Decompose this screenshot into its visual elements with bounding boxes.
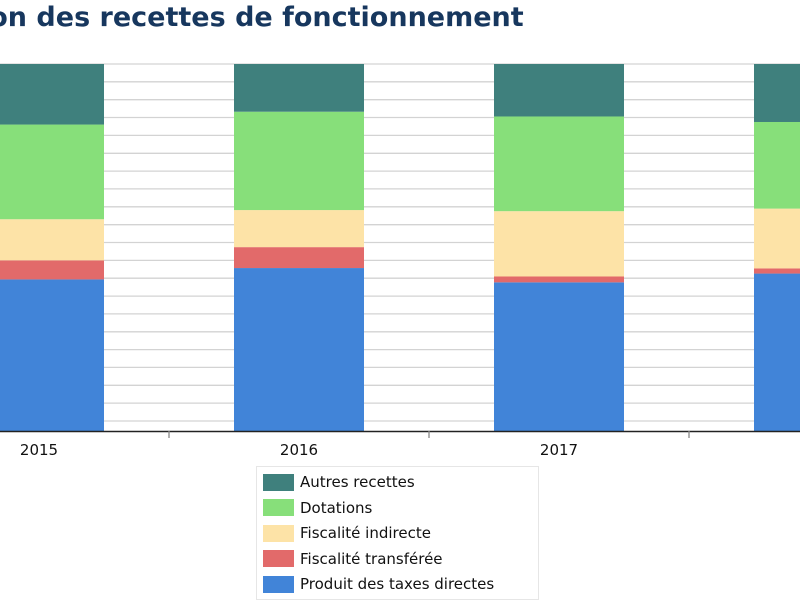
gridlines bbox=[0, 63, 800, 422]
x-tick-label: 2016 bbox=[280, 441, 318, 459]
legend-label: Fiscalité indirecte bbox=[300, 524, 431, 542]
bar-segment bbox=[494, 282, 624, 432]
bar-segment bbox=[0, 279, 104, 431]
bar-segment bbox=[0, 260, 104, 280]
legend-item: Fiscalité indirecte bbox=[263, 524, 431, 542]
legend-label: Produit des taxes directes bbox=[300, 575, 495, 593]
legend-swatch bbox=[263, 550, 294, 567]
bar-segment bbox=[494, 116, 624, 212]
chart-title: ion des recettes de fonctionnement bbox=[0, 2, 524, 33]
legend-swatch bbox=[263, 499, 294, 516]
legend-label: Dotations bbox=[300, 498, 373, 517]
bar-segment bbox=[754, 208, 800, 269]
bar-segment bbox=[234, 268, 364, 431]
bar-segment bbox=[0, 219, 104, 261]
bar-segment bbox=[494, 211, 624, 277]
bar-segment bbox=[494, 276, 624, 283]
legend-item: Produit des taxes directes bbox=[263, 575, 494, 593]
legend-swatch bbox=[263, 524, 294, 542]
legend-item: Fiscalité transférée bbox=[263, 550, 443, 568]
x-axis: 2015201620172 bbox=[0, 430, 800, 459]
legend-item: Autres recettes bbox=[263, 473, 415, 491]
legend: Autres recettes Dotations Fiscalité indire… bbox=[256, 466, 539, 600]
bar-segment bbox=[754, 268, 800, 274]
bar-segment bbox=[754, 64, 800, 122]
bar-segment bbox=[234, 210, 364, 248]
x-tick-label: 2015 bbox=[20, 441, 58, 459]
legend-label: Fiscalité transférée bbox=[300, 549, 443, 568]
legend-item: Dotations bbox=[263, 499, 372, 517]
legend-swatch bbox=[263, 473, 294, 491]
bar-segment bbox=[0, 124, 104, 220]
bar-segment bbox=[234, 247, 364, 269]
legend-label: Autres recettes bbox=[300, 473, 415, 491]
bar-segment bbox=[754, 273, 800, 431]
bar-segment bbox=[754, 121, 800, 209]
x-tick-label: 2017 bbox=[540, 441, 578, 459]
bar-segment bbox=[494, 64, 624, 117]
bars bbox=[0, 64, 800, 432]
bar-segment bbox=[234, 64, 364, 112]
bar-segment bbox=[0, 64, 104, 125]
bar-segment bbox=[234, 111, 364, 211]
legend-swatch bbox=[263, 575, 294, 593]
